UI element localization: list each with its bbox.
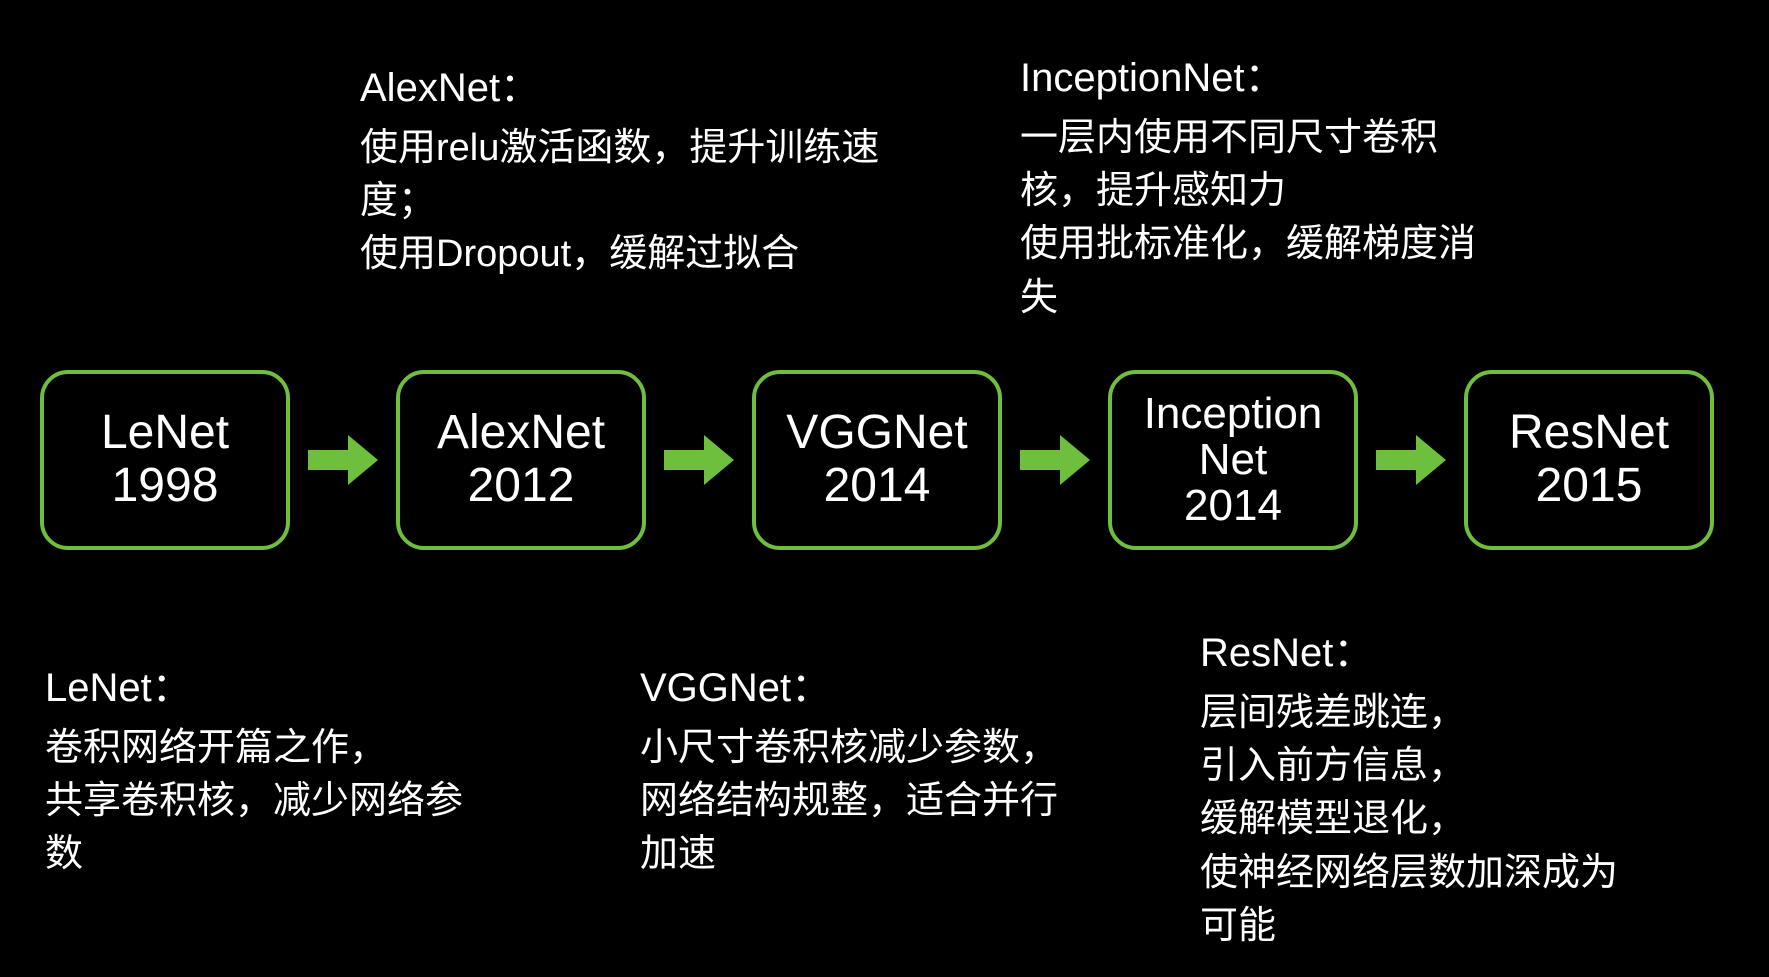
desc-lenet-body: 卷积网络开篇之作，共享卷积核，减少网络参数 (45, 722, 485, 882)
arrow-icon (664, 435, 734, 485)
desc-inception-body: 一层内使用不同尺寸卷积核，提升感知力使用批标准化，缓解梯度消失 (1020, 112, 1480, 325)
node-vggnet: VGGNet 2014 (752, 370, 1002, 550)
desc-alexnet: AlexNet： 使用relu激活函数，提升训练速度；使用Dropout，缓解过… (360, 60, 880, 282)
node-inception: Inception Net 2014 (1108, 370, 1358, 550)
timeline-row: LeNet 1998 AlexNet 2012 VGGNet 2014 Ince… (40, 370, 1729, 550)
arrow-icon (1020, 435, 1090, 485)
arrow-icon (1376, 435, 1446, 485)
desc-alexnet-body: 使用relu激活函数，提升训练速度；使用Dropout，缓解过拟合 (360, 122, 880, 282)
desc-alexnet-title: AlexNet： (360, 60, 880, 116)
node-alexnet-year: 2012 (468, 460, 575, 513)
node-vggnet-year: 2014 (824, 460, 931, 513)
node-inception-name1: Inception (1144, 391, 1323, 437)
node-inception-name2: Net (1199, 437, 1267, 483)
node-lenet: LeNet 1998 (40, 370, 290, 550)
desc-inception: InceptionNet： 一层内使用不同尺寸卷积核，提升感知力使用批标准化，缓… (1020, 50, 1480, 325)
node-vggnet-name: VGGNet (786, 407, 967, 460)
node-resnet: ResNet 2015 (1464, 370, 1714, 550)
node-lenet-year: 1998 (112, 460, 219, 513)
node-resnet-name: ResNet (1509, 407, 1669, 460)
desc-lenet: LeNet： 卷积网络开篇之作，共享卷积核，减少网络参数 (45, 660, 485, 882)
node-inception-year: 2014 (1184, 483, 1282, 529)
desc-resnet-title: ResNet： (1200, 625, 1620, 681)
node-alexnet: AlexNet 2012 (396, 370, 646, 550)
node-lenet-name: LeNet (101, 407, 229, 460)
arrow-icon (308, 435, 378, 485)
desc-inception-title: InceptionNet： (1020, 50, 1480, 106)
node-resnet-year: 2015 (1536, 460, 1643, 513)
desc-lenet-title: LeNet： (45, 660, 485, 716)
desc-vggnet: VGGNet： 小尺寸卷积核减少参数，网络结构规整，适合并行加速 (640, 660, 1060, 882)
desc-resnet-body: 层间残差跳连，引入前方信息，缓解模型退化，使神经网络层数加深成为可能 (1200, 687, 1620, 953)
desc-vggnet-body: 小尺寸卷积核减少参数，网络结构规整，适合并行加速 (640, 722, 1060, 882)
desc-vggnet-title: VGGNet： (640, 660, 1060, 716)
node-alexnet-name: AlexNet (437, 407, 605, 460)
desc-resnet: ResNet： 层间残差跳连，引入前方信息，缓解模型退化，使神经网络层数加深成为… (1200, 625, 1620, 953)
